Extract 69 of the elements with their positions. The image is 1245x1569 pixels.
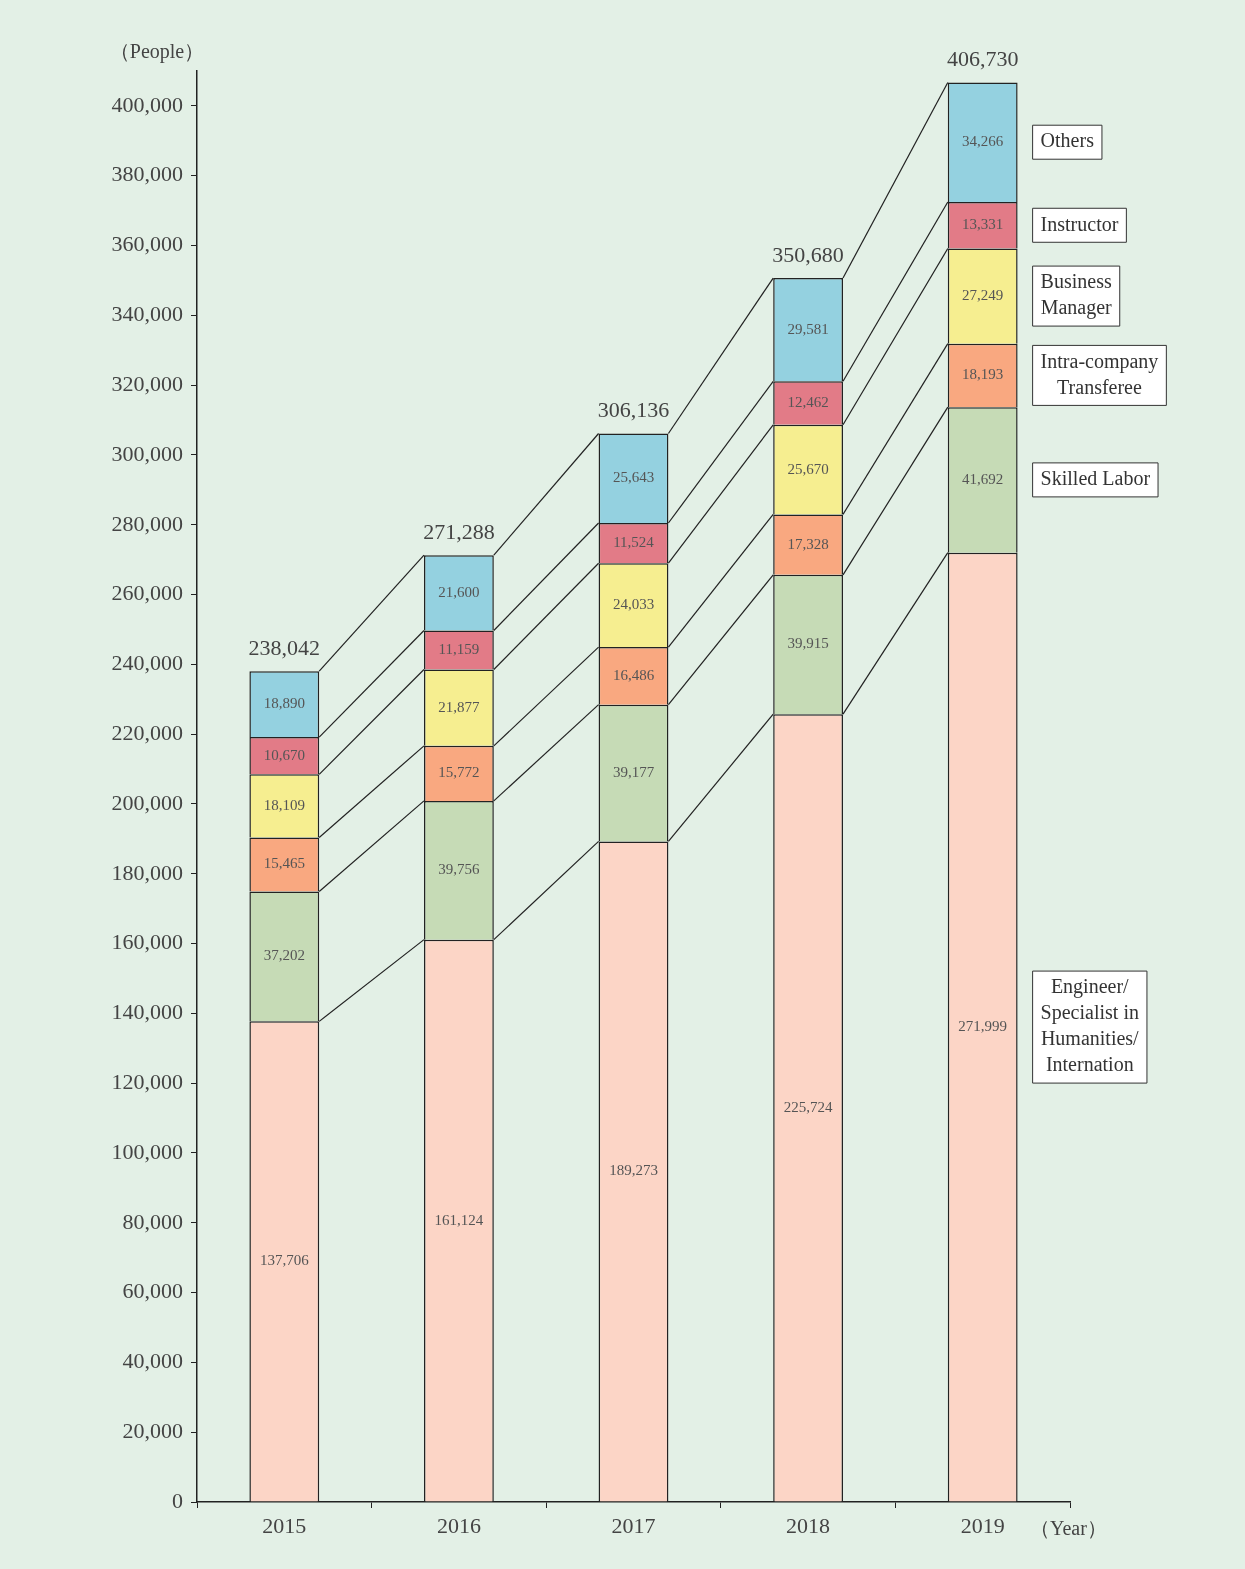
y-tick-label: 380,000 xyxy=(111,161,183,187)
data-label: 39,756 xyxy=(438,861,481,878)
y-tick-label: 360,000 xyxy=(111,231,183,257)
y-axis-title: （People） xyxy=(109,40,205,64)
data-label: 41,692 xyxy=(962,470,1004,487)
data-label: 18,193 xyxy=(962,366,1004,383)
y-tick-label: 160,000 xyxy=(111,929,183,955)
y-tick-label: 320,000 xyxy=(111,370,183,396)
total-label: 271,288 xyxy=(423,518,495,544)
series-label: Business Manager xyxy=(1040,270,1113,320)
series-label: Engineer/Specialist in Humanities/Internation xyxy=(1040,975,1140,1076)
total-label: 406,730 xyxy=(946,46,1019,72)
total-label: 350,680 xyxy=(772,241,844,267)
data-label: 25,643 xyxy=(612,469,655,486)
y-tick-label: 200,000 xyxy=(111,789,183,815)
data-label: 18,890 xyxy=(263,695,305,712)
data-label: 29,581 xyxy=(787,320,829,337)
data-label: 12,462 xyxy=(787,393,829,410)
data-label: 15,465 xyxy=(263,855,305,872)
y-tick-label: 80,000 xyxy=(122,1208,183,1234)
data-label: 25,670 xyxy=(787,460,829,477)
data-label: 137,706 xyxy=(259,1252,310,1269)
data-label: 11,159 xyxy=(438,640,480,657)
data-label: 11,524 xyxy=(613,534,655,551)
y-tick-label: 20,000 xyxy=(122,1417,183,1443)
series-label: Intra-company Transferee xyxy=(1040,349,1159,398)
data-label: 161,124 xyxy=(434,1211,484,1228)
total-label: 306,136 xyxy=(597,397,670,423)
data-label: 13,331 xyxy=(962,216,1004,233)
y-tick-label: 260,000 xyxy=(111,580,183,606)
y-tick-label: 340,000 xyxy=(111,301,183,327)
data-label: 17,328 xyxy=(787,535,829,552)
x-tick-label: 2016 xyxy=(436,1512,481,1538)
data-label: 39,915 xyxy=(787,635,829,652)
data-label: 16,486 xyxy=(612,666,655,683)
data-label: 189,273 xyxy=(609,1162,658,1179)
total-label: 238,042 xyxy=(248,634,321,660)
data-label: 15,772 xyxy=(438,764,480,781)
x-axis-title: （Year） xyxy=(1030,1517,1107,1540)
data-label: 34,266 xyxy=(962,133,1004,150)
y-tick-label: 100,000 xyxy=(111,1138,183,1164)
y-tick-label: 300,000 xyxy=(111,440,183,466)
data-label: 271,999 xyxy=(958,1018,1008,1035)
data-label: 18,109 xyxy=(263,796,305,813)
x-tick-label: 2017 xyxy=(611,1512,656,1538)
data-label: 21,877 xyxy=(438,698,481,715)
data-label: 10,670 xyxy=(263,746,305,763)
y-tick-label: 220,000 xyxy=(111,719,183,745)
y-tick-label: 120,000 xyxy=(111,1068,183,1094)
x-tick-label: 2019 xyxy=(960,1512,1005,1538)
data-label: 37,202 xyxy=(263,947,305,964)
y-tick-label: 280,000 xyxy=(111,510,183,536)
y-tick-label: 40,000 xyxy=(122,1348,183,1374)
data-label: 39,177 xyxy=(612,763,655,780)
y-tick-label: 0 xyxy=(172,1487,183,1513)
x-tick-label: 2018 xyxy=(786,1512,831,1538)
y-tick-label: 240,000 xyxy=(111,650,183,676)
x-tick-label: 2015 xyxy=(262,1512,307,1538)
series-label: Others xyxy=(1040,129,1095,152)
data-label: 27,249 xyxy=(962,287,1004,304)
y-tick-label: 60,000 xyxy=(122,1278,183,1304)
series-label: Instructor xyxy=(1040,212,1119,235)
y-tick-label: 400,000 xyxy=(111,91,183,117)
data-label: 225,724 xyxy=(783,1098,833,1115)
data-label: 21,600 xyxy=(438,583,480,600)
series-label: Skilled Labor xyxy=(1040,467,1151,490)
y-tick-label: 180,000 xyxy=(111,859,183,885)
data-label: 24,033 xyxy=(612,596,655,613)
y-tick-label: 140,000 xyxy=(111,999,183,1025)
